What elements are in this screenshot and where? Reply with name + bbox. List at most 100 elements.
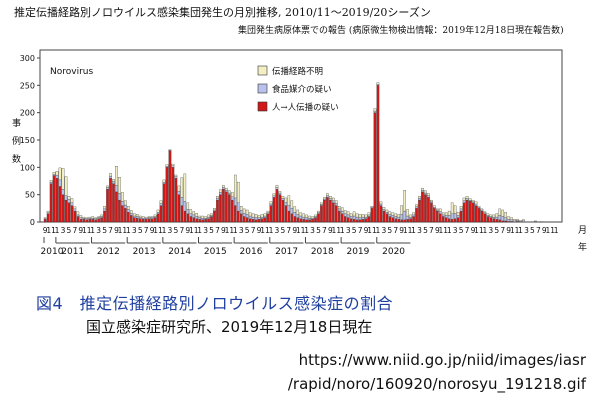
bar-segment: [260, 218, 264, 223]
bar-segment: [534, 220, 537, 222]
x-year-label: 2013: [133, 247, 156, 257]
x-month-unit: 月: [578, 225, 587, 236]
bar-segment: [450, 219, 454, 223]
bar-segment: [379, 205, 383, 223]
bar-segment: [287, 205, 291, 212]
bar-segment: [147, 217, 151, 219]
bar-segment: [138, 217, 142, 219]
bar-segment: [162, 179, 166, 183]
bar-segment: [308, 219, 311, 223]
bar-segment: [361, 214, 365, 218]
bar-segment: [376, 85, 380, 223]
bar-segment: [397, 219, 401, 223]
x-year-label: 2019: [346, 247, 369, 257]
bar-segment: [207, 218, 210, 223]
bar-segment: [257, 217, 261, 220]
bar-segment: [391, 215, 395, 218]
bar-segment: [213, 208, 216, 211]
bar-segment: [370, 205, 374, 208]
bar-segment: [376, 84, 380, 86]
bar-segment: [424, 192, 427, 195]
bar-segment: [406, 219, 409, 223]
bar-segment: [198, 215, 201, 218]
bar-segment: [444, 212, 448, 216]
bar-segment: [228, 190, 231, 194]
x-year-unit: 年: [578, 241, 587, 253]
x-year-label: 2017: [275, 247, 298, 257]
bar-segment: [115, 166, 118, 186]
bar-segment: [349, 216, 353, 219]
bar-segment: [239, 210, 243, 214]
bar-segment: [317, 213, 320, 223]
x-month-label: 3: [168, 226, 173, 235]
bar-segment: [97, 216, 100, 218]
x-month-label: 5: [209, 226, 214, 235]
bar-segment: [204, 219, 207, 223]
x-month-label: 7: [108, 226, 113, 235]
bar-segment: [477, 208, 481, 223]
x-year-label: 2015: [204, 247, 227, 257]
x-month-label: 5: [530, 226, 535, 235]
bar-segment: [317, 212, 320, 214]
bar-segment: [290, 213, 294, 223]
bar-segment: [49, 180, 53, 183]
x-month-label: 3: [61, 226, 66, 235]
bar-segment: [112, 183, 115, 223]
caption-subtitle: 国立感染症研究所、2019年12月18日現在: [86, 318, 373, 336]
x-month-label: 3: [417, 226, 422, 235]
bar-segment: [79, 219, 83, 223]
bar-segment: [314, 217, 317, 223]
x-month-label: 11: [82, 226, 92, 235]
bar-segment: [82, 216, 86, 219]
bar-segment: [260, 214, 264, 218]
bar-segment: [311, 216, 314, 219]
bar-segment: [299, 215, 302, 219]
bar-segment: [382, 209, 386, 212]
bar-segment: [159, 203, 163, 206]
bar-segment: [147, 216, 151, 218]
bar-segment: [73, 206, 77, 210]
bar-segment: [501, 209, 505, 217]
x-month-label: 7: [500, 226, 505, 235]
x-month-label: 9: [471, 226, 476, 235]
x-month-label: 9: [435, 226, 440, 235]
x-month-label: 3: [346, 226, 351, 235]
bar-segment: [337, 210, 341, 223]
bar-segment: [278, 192, 282, 195]
bar-segment: [198, 217, 201, 220]
x-month-label: 1: [482, 226, 487, 235]
bar-segment: [453, 205, 457, 214]
bar-segment: [462, 197, 466, 201]
bar-segment: [106, 189, 109, 223]
bar-segment: [64, 199, 68, 223]
bar-segment: [82, 219, 86, 223]
bar-segment: [424, 190, 427, 194]
bar-segment: [183, 210, 187, 223]
bar-segment: [73, 208, 77, 212]
bar-segment: [433, 208, 436, 223]
bar-segment: [153, 217, 157, 223]
bar-segment: [118, 193, 121, 201]
bar-segment: [436, 208, 439, 211]
bar-segment: [349, 213, 353, 217]
bar-segment: [424, 194, 427, 223]
x-month-label: 9: [150, 226, 155, 235]
bar-segment: [192, 217, 196, 223]
bar-segment: [67, 196, 71, 200]
bar-segment: [112, 179, 115, 182]
bar-segment: [144, 219, 148, 223]
bar-segment: [106, 187, 109, 190]
x-month-label: 7: [465, 226, 470, 235]
bar-segment: [174, 176, 178, 179]
bar-segment: [412, 212, 415, 216]
y-tick-label: 150: [20, 136, 35, 145]
bar-segment: [385, 212, 389, 214]
bar-segment: [498, 208, 502, 216]
bar-segment: [409, 216, 412, 219]
bar-segment: [159, 205, 163, 223]
bar-segment: [311, 218, 314, 220]
bar-segment: [192, 214, 196, 218]
bar-segment: [317, 210, 320, 213]
bar-segment: [462, 202, 466, 223]
x-month-label: 9: [506, 226, 511, 235]
